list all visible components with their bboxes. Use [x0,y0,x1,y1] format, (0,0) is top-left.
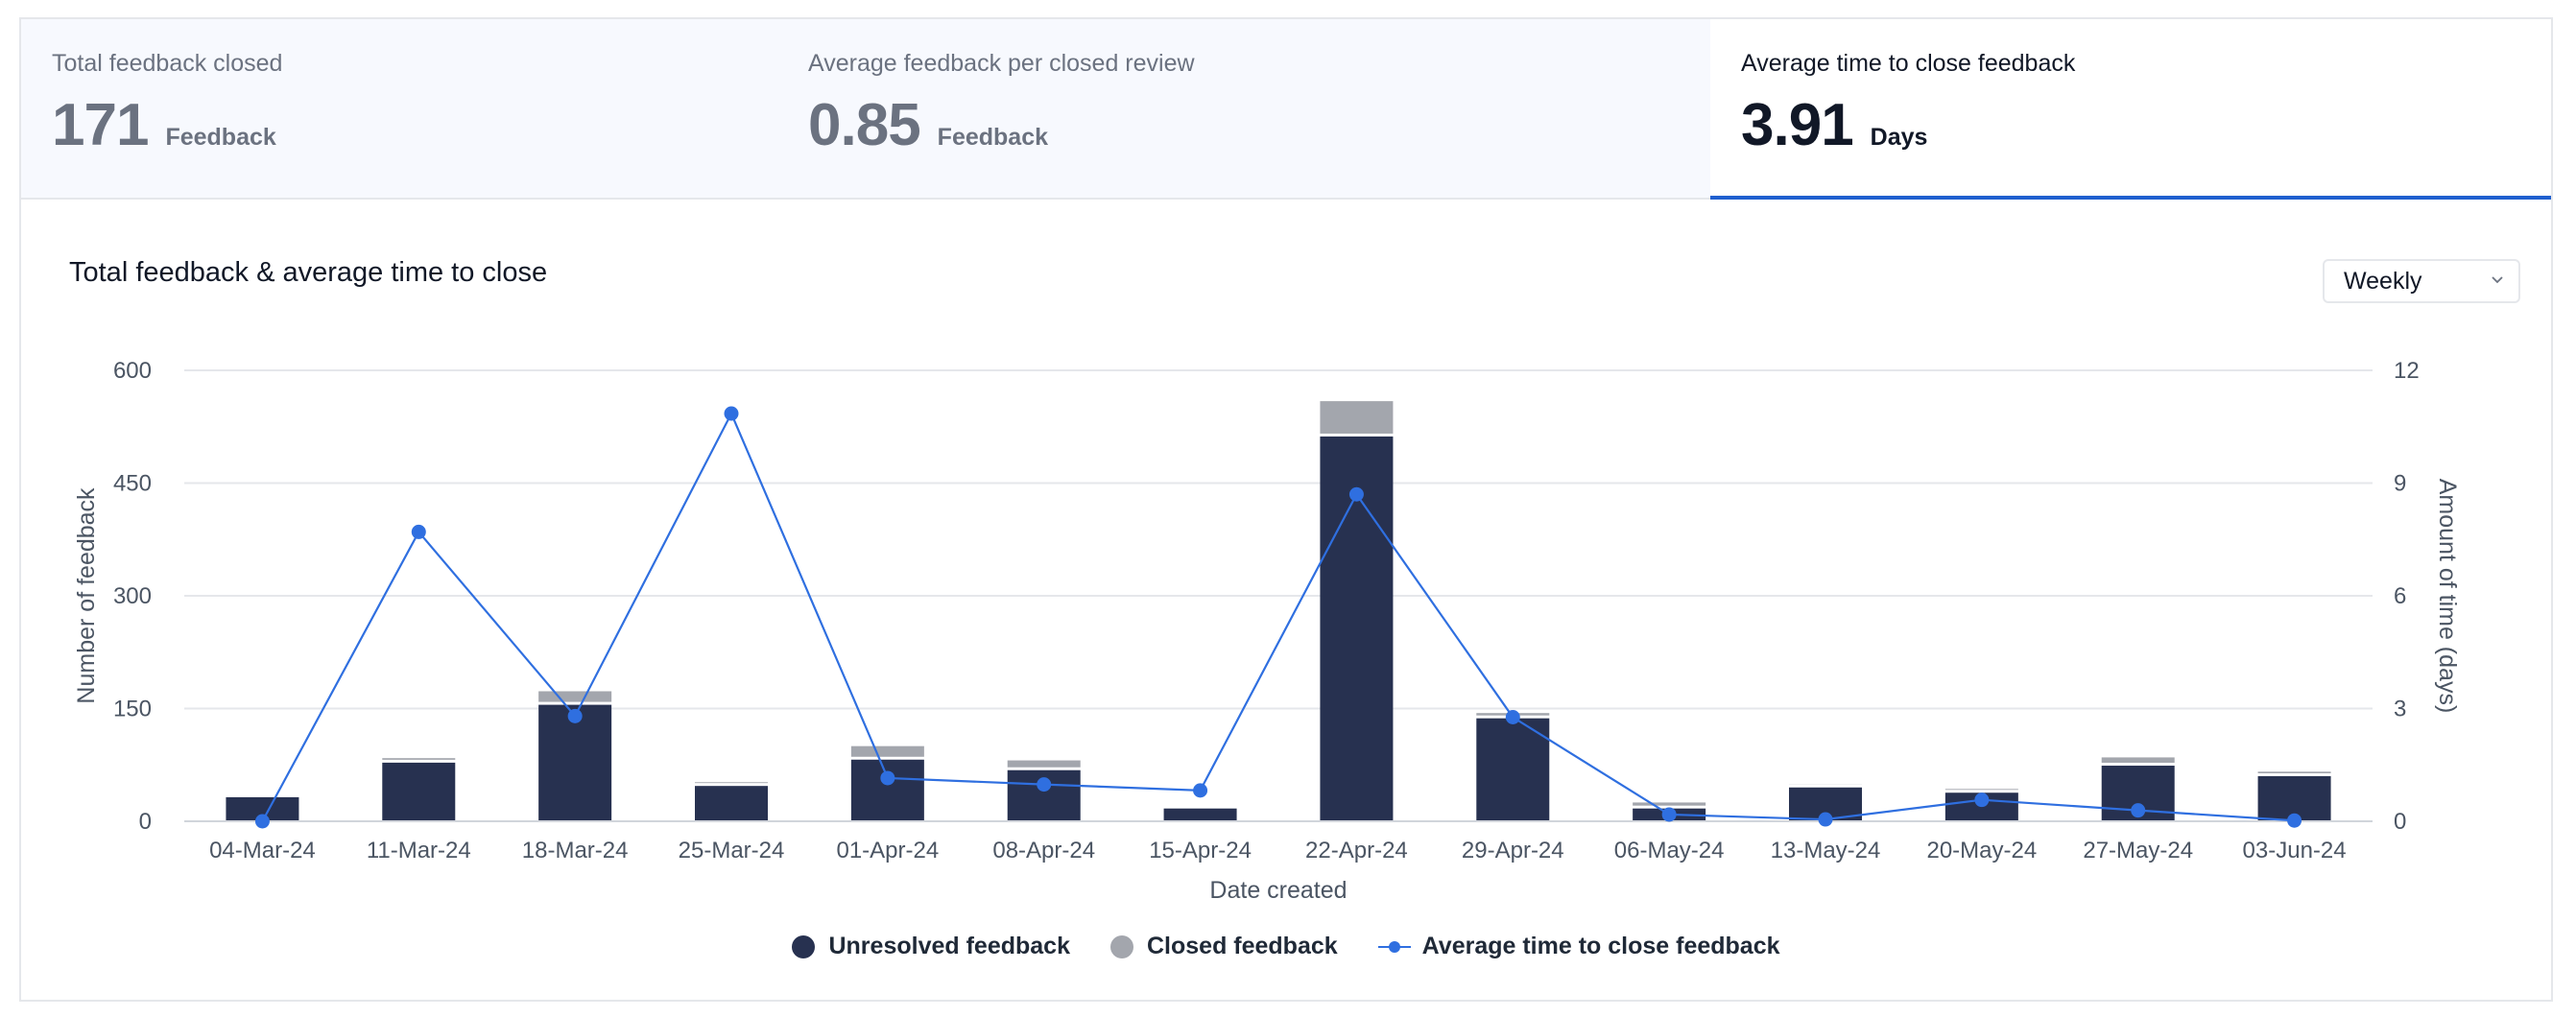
avg-time-point [1505,710,1520,725]
bar-closed [1007,760,1081,768]
y2-axis-title: Amount of time (days) [2434,479,2461,714]
bar-unresolved [695,786,768,821]
legend-item-closed[interactable]: Closed feedback [1109,933,1338,960]
bar-closed [850,745,924,757]
avg-time-line [261,411,2295,822]
kpi-unit: Feedback [165,124,276,151]
x-tick-label: 27-May-24 [2083,838,2193,863]
x-tick-label: 22-Apr-24 [1305,838,1408,863]
avg-time-point [254,814,270,829]
avg-time-point [2131,803,2146,818]
legend-swatch-unresolved [792,934,816,958]
chart-title: Total feedback & average time to close [69,257,548,288]
bar-closed [2101,757,2175,764]
legend-swatch-line-icon [1377,935,1411,958]
y2-tick-label: 12 [2394,358,2420,384]
bar-closed [1633,802,1706,806]
y-tick-label: 450 [113,471,152,497]
bar-closed [1320,401,1394,434]
combo-chart: 0 150 300 450 600 0 3 6 9 12 04-Mar-24 11-Mar-24 18-… [73,358,2461,904]
y2-tick-label: 9 [2394,471,2406,497]
legend-label: Closed feedback [1146,933,1338,959]
chevron-down-icon [2492,276,2503,284]
kpi-tabs: Total feedback closed 171 Feedback Avera… [21,19,2551,200]
x-axis-title: Date created [1209,877,1347,904]
x-tick-label: 04-Mar-24 [209,838,316,863]
kpi-value: 171 [52,92,149,158]
x-tick-label: 25-Mar-24 [679,838,785,863]
avg-time-point [567,708,583,723]
y-tick-label: 0 [139,809,152,835]
y-tick-label: 300 [113,583,152,609]
x-tick-label: 08-Apr-24 [992,838,1095,863]
kpi-tab-total-closed[interactable]: Total feedback closed 171 Feedback [21,19,777,200]
kpi-label: Average time to close feedback [1741,50,2076,77]
bar-unresolved [1476,718,1550,821]
period-select[interactable]: Weekly [2323,259,2520,303]
x-tick-label: 01-Apr-24 [836,838,939,863]
bar-unresolved [850,759,924,821]
avg-time-point [1661,807,1677,822]
avg-time-point [1193,783,1208,798]
avg-time-point [1348,486,1364,502]
avg-time-point [2287,813,2302,828]
avg-time-point [1037,777,1052,792]
x-tick-label: 11-Mar-24 [367,838,471,863]
kpi-value: 3.91 [1741,92,1854,158]
y2-tick-label: 6 [2394,583,2406,609]
kpi-unit: Days [1870,124,1928,151]
x-tick-label: 13-May-24 [1771,838,1881,863]
bar-closed [695,782,768,784]
bar-closed [538,691,612,702]
x-tick-label: 03-Jun-24 [2243,838,2347,863]
bar-unresolved [1163,808,1237,821]
y-tick-label: 600 [113,358,152,384]
x-tick-label: 29-Apr-24 [1462,838,1564,863]
bar-closed [2257,771,2331,773]
period-select-value: Weekly [2344,267,2422,295]
x-tick-label: 06-May-24 [1614,838,1725,863]
y-tick-label: 150 [113,697,152,722]
kpi-tab-avg-per-review[interactable]: Average feedback per closed review 0.85 … [777,19,1710,200]
legend-item-unresolved[interactable]: Unresolved feedback [792,933,1070,960]
kpi-value: 0.85 [808,92,921,158]
kpi-label: Average feedback per closed review [808,50,1195,77]
avg-time-point [411,524,426,539]
legend-item-avg-time[interactable]: Average time to close feedback [1377,933,1780,960]
legend-label: Average time to close feedback [1421,933,1780,959]
avg-time-point [1818,812,1833,827]
bar-unresolved [382,762,456,821]
y2-tick-label: 3 [2394,697,2406,722]
avg-time-point [1974,792,1990,808]
avg-time-point [724,406,739,421]
chart-legend: Unresolved feedback Closed feedback Aver… [21,933,2551,960]
legend-swatch-closed [1109,934,1133,958]
bar-unresolved [538,704,612,821]
x-tick-label: 18-Mar-24 [522,838,629,863]
kpi-tab-avg-time-to-close[interactable]: Average time to close feedback 3.91 Days [1710,19,2551,200]
avg-time-point [880,770,895,786]
x-tick-label: 20-May-24 [1926,838,2037,863]
legend-label: Unresolved feedback [828,933,1070,959]
dashboard-card: Total feedback closed 171 Feedback Avera… [19,17,2553,1002]
kpi-unit: Feedback [937,124,1049,151]
kpi-label: Total feedback closed [52,50,283,77]
y2-tick-label: 0 [2394,809,2406,835]
y-axis-title: Number of feedback [73,487,100,704]
bar-closed [1944,789,2018,791]
bar-closed [382,758,456,760]
x-tick-label: 15-Apr-24 [1149,838,1252,863]
